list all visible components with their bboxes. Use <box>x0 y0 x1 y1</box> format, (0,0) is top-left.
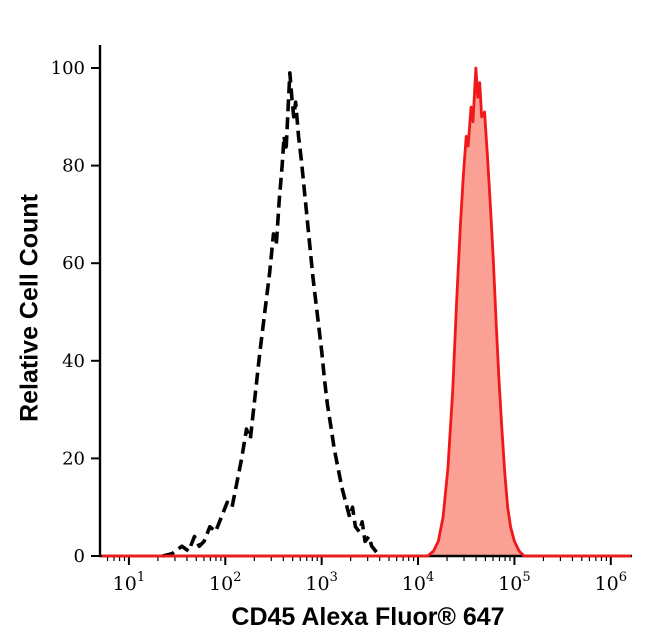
x-tick-label: 104 <box>402 570 434 595</box>
y-tick-label: 80 <box>62 156 85 177</box>
y-tick-label: 40 <box>62 351 85 372</box>
x-tick-label: 101 <box>113 570 145 595</box>
series-line-cd45-stained <box>101 66 632 558</box>
y-tick-label: 20 <box>62 448 85 469</box>
y-tick-label: 60 <box>62 253 85 274</box>
x-tick-label: 106 <box>595 570 627 595</box>
series-line-unstained-control <box>162 71 381 558</box>
x-tick-label: 105 <box>498 570 530 595</box>
y-tick-label: 0 <box>74 546 85 567</box>
x-tick-label: 103 <box>305 570 337 595</box>
x-axis-title: CD45 Alexa Fluor® 647 <box>231 603 505 631</box>
x-tick-label: 102 <box>209 570 241 595</box>
y-tick-label: 100 <box>51 58 85 79</box>
y-axis-title: Relative Cell Count <box>15 194 44 422</box>
series-fill-cd45-stained <box>101 68 632 556</box>
